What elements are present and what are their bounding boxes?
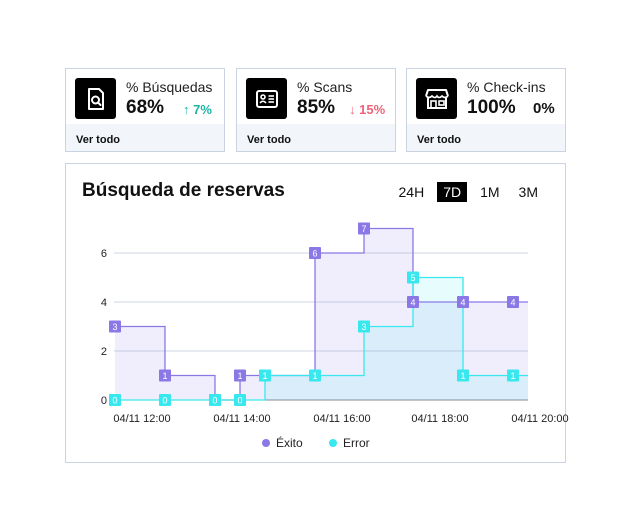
- range-tab-24h[interactable]: 24H: [398, 184, 425, 200]
- kpi-delta: ↑ 7%: [183, 102, 212, 117]
- kpi-value: 100%: [467, 97, 516, 118]
- kpi-card-busquedas: % Búsquedas 68% ↑ 7% Ver todo: [65, 68, 225, 152]
- kpi-value: 68%: [126, 97, 165, 118]
- panel-title: Búsqueda de reservas: [82, 180, 285, 201]
- kpi-delta: ↓ 15%: [349, 102, 385, 117]
- kpi-label: % Búsquedas: [126, 79, 213, 95]
- kpi-value: 85%: [297, 97, 336, 118]
- search-document-icon: [75, 78, 116, 119]
- kpi-card-checkins: % Check-ins 100% 0% Ver todo: [406, 68, 566, 152]
- kpi-label: % Scans: [297, 79, 353, 95]
- range-tab-1m[interactable]: 1M: [480, 184, 500, 200]
- kpi-card-top: % Scans 85% ↓ 15%: [237, 69, 395, 125]
- storefront-icon: [416, 78, 457, 119]
- id-card-icon: [246, 78, 287, 119]
- kpi-card-scans: % Scans 85% ↓ 15% Ver todo: [236, 68, 396, 152]
- kpi-delta-value: 7%: [193, 102, 212, 117]
- kpi-delta: 0%: [533, 100, 555, 117]
- arrow-down-icon: ↓: [349, 102, 356, 117]
- kpi-card-top: % Búsquedas 68% ↑ 7%: [66, 69, 224, 125]
- ver-todo-link[interactable]: Ver todo: [237, 124, 395, 151]
- arrow-up-icon: ↑: [183, 102, 190, 117]
- kpi-card-top: % Check-ins 100% 0%: [407, 69, 565, 125]
- reservations-chart-panel: Búsqueda de reservas 24H 7D 1M 3M: [65, 163, 566, 463]
- kpi-label: % Check-ins: [467, 79, 546, 95]
- kpi-delta-value: 0%: [533, 100, 555, 117]
- ver-todo-link[interactable]: Ver todo: [407, 124, 565, 151]
- kpi-delta-value: 15%: [359, 102, 386, 117]
- ver-todo-link[interactable]: Ver todo: [66, 124, 224, 151]
- range-selector: 24H 7D 1M 3M: [386, 182, 545, 202]
- range-tab-3m[interactable]: 3M: [518, 184, 538, 200]
- range-tab-7d[interactable]: 7D: [437, 182, 468, 202]
